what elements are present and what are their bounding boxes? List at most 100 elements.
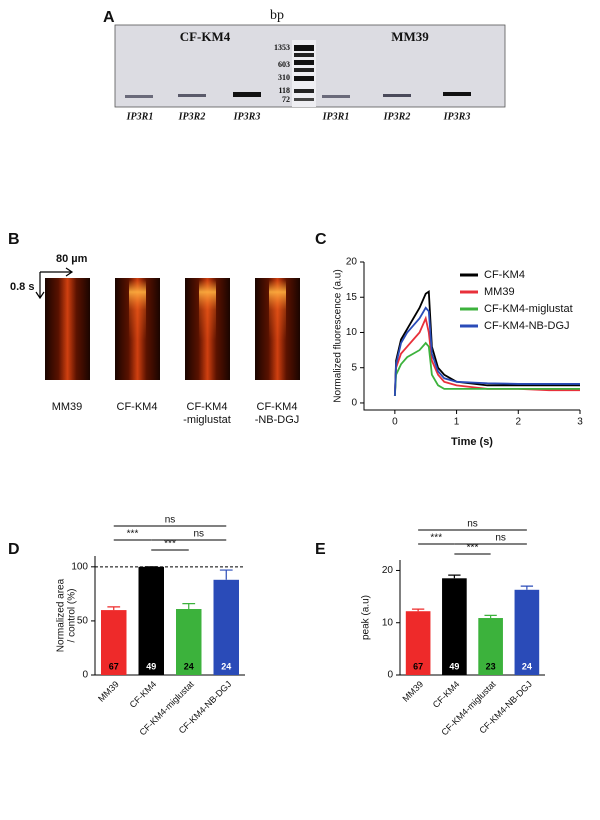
y-tick-label: 20 [346, 257, 358, 268]
y-tick-label: 10 [346, 327, 358, 338]
x-tick-label: 0 [392, 417, 398, 428]
kymograph-label: -NB-DGJ [255, 414, 300, 426]
gel-band [383, 94, 411, 97]
lane-label: IP3R1 [322, 111, 350, 122]
kymograph-flash [129, 280, 146, 340]
kymograph-flash [269, 280, 286, 340]
kymograph-label: MM39 [52, 401, 83, 413]
gel-band [178, 94, 206, 97]
gel-title: CF-KM4 [180, 29, 231, 44]
lane-label: IP3R2 [178, 111, 206, 122]
bar [514, 589, 540, 675]
bar [442, 578, 467, 675]
error-bar [182, 603, 196, 610]
y-axis-label: Normalized fluorescence (a.u) [333, 269, 344, 402]
legend-label: MM39 [484, 286, 515, 298]
ladder-band [294, 98, 314, 101]
bar [101, 610, 127, 675]
y-tick-label: 0 [387, 670, 393, 681]
ladder-label: 118 [278, 86, 290, 95]
kymograph-flash [199, 280, 216, 340]
scale-label: 0.8 s [10, 281, 34, 293]
y-tick-label: 10 [382, 617, 394, 628]
significance-label: ns [165, 515, 176, 526]
bar [478, 618, 503, 675]
y-tick-label: 100 [71, 561, 88, 572]
n-label: 67 [413, 661, 423, 671]
ladder-band [294, 53, 314, 57]
n-label: 67 [109, 661, 119, 671]
y-tick-label: 0 [82, 670, 88, 681]
gel-band [233, 92, 261, 97]
scale-arrows [35, 267, 74, 300]
ladder-label: 72 [282, 95, 290, 104]
significance-label: *** [467, 543, 479, 554]
gel-band [322, 95, 350, 98]
n-label: 24 [221, 661, 231, 671]
x-axis-label: Time (s) [451, 436, 493, 448]
kymograph [45, 278, 90, 380]
gel-title: MM39 [391, 29, 429, 44]
n-label: 23 [486, 661, 496, 671]
y-tick-label: 50 [77, 616, 89, 627]
panel-letter: C [315, 231, 327, 248]
bar [405, 611, 431, 675]
significance-label: *** [430, 533, 442, 544]
legend-label: CF-KM4-miglustat [484, 303, 573, 315]
significance-label: ns [467, 519, 478, 530]
bar [213, 579, 239, 675]
ladder-label: 310 [278, 73, 290, 82]
panel-letter: A [103, 9, 115, 26]
series-line [393, 289, 580, 396]
ladder-band [294, 89, 314, 93]
x-tick-label: 3 [577, 417, 583, 428]
panel-letter: D [8, 541, 20, 558]
lane-label: IP3R1 [126, 111, 154, 122]
panel-letter: E [315, 541, 326, 558]
kymograph-label: CF-KM4 [187, 401, 228, 413]
error-bar [484, 614, 497, 619]
ladder-band [294, 60, 314, 65]
n-label: 49 [146, 661, 156, 671]
ladder-band [294, 68, 314, 72]
kymograph-label: -miglustat [183, 414, 231, 426]
lane-label: IP3R3 [443, 111, 471, 122]
ladder-label: 1353 [274, 43, 290, 52]
n-label: 24 [522, 661, 532, 671]
axis [363, 262, 580, 411]
error-bar [448, 574, 461, 579]
error-bar [520, 585, 534, 590]
legend-label: CF-KM4-NB-DGJ [484, 320, 570, 332]
x-tick-label: MM39 [400, 679, 425, 704]
x-tick-label: MM39 [96, 679, 121, 704]
kymograph-label: CF-KM4 [257, 401, 298, 413]
y-tick-label: 15 [346, 292, 358, 303]
ladder-band [294, 45, 314, 51]
series-line [393, 341, 580, 396]
x-tick-label: 1 [454, 417, 460, 428]
scale-label: 80 µm [56, 253, 88, 265]
significance-label: ns [193, 529, 204, 540]
n-label: 24 [184, 661, 194, 671]
x-tick-label: 2 [516, 417, 522, 428]
y-axis-label: / control (%) [67, 589, 78, 643]
ladder-band [294, 76, 314, 81]
y-axis-label: Normalized area [56, 578, 67, 652]
kymograph-label: CF-KM4 [117, 401, 158, 413]
x-tick-label: CF-KM4 [128, 679, 159, 710]
lane-label: IP3R3 [233, 111, 261, 122]
gel-band [443, 92, 471, 96]
error-bar [107, 606, 121, 611]
y-tick-label: 20 [382, 565, 394, 576]
legend-label: CF-KM4 [484, 269, 525, 281]
error-bar [219, 569, 233, 580]
y-tick-label: 5 [351, 362, 357, 373]
significance-label: ns [495, 533, 506, 544]
n-label: 49 [449, 661, 459, 671]
ladder-label: 603 [278, 60, 290, 69]
significance-label: *** [164, 539, 176, 550]
bar [176, 609, 202, 675]
series-line [393, 306, 580, 396]
